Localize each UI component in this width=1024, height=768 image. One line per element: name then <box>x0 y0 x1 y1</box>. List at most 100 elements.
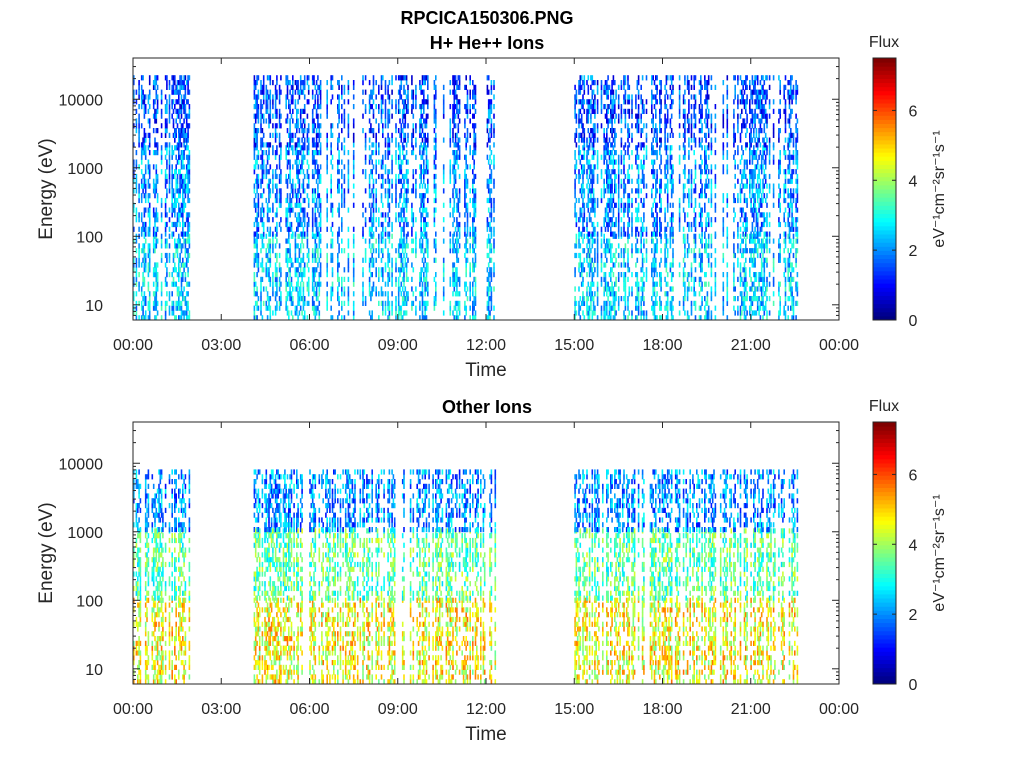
spectrogram-pixel <box>452 104 454 110</box>
spectrogram-pixel <box>143 178 146 184</box>
spectrogram-pixel <box>352 94 355 100</box>
spectrogram-pixel <box>152 104 155 110</box>
spectrogram-pixel <box>610 128 612 134</box>
spectrogram-pixel <box>294 248 297 254</box>
spectrogram-pixel <box>175 243 177 249</box>
spectrogram-pixel <box>624 123 627 129</box>
spectrogram-pixel <box>306 169 309 175</box>
spectrogram-pixel <box>343 173 346 180</box>
spectrogram-pixel <box>272 310 274 316</box>
spectrogram-pixel <box>289 202 291 208</box>
spectrogram-pixel <box>636 276 639 282</box>
spectrogram-pixel <box>620 84 623 90</box>
spectrogram-pixel <box>433 296 436 302</box>
spectrogram-pixel <box>318 243 321 249</box>
spectrogram-pixel <box>337 183 339 189</box>
spectrogram-pixel <box>166 257 168 263</box>
spectrogram-pixel <box>435 108 437 114</box>
spectrogram-pixel <box>188 173 191 180</box>
spectrogram-pixel <box>457 99 460 105</box>
spectrogram-pixel <box>187 188 189 194</box>
spectrogram-pixel <box>604 154 607 160</box>
spectrogram-pixel <box>302 154 305 160</box>
spectrogram-pixel <box>313 188 315 194</box>
spectrogram-pixel <box>415 188 417 194</box>
spectrogram-pixel <box>261 238 264 244</box>
spectrogram-pixel <box>391 310 393 316</box>
spectrogram-pixel <box>457 305 460 311</box>
spectrogram-pixel <box>424 286 426 292</box>
spectrogram-pixel <box>596 281 599 287</box>
spectrogram-pixel <box>624 89 627 95</box>
spectrogram-pixel <box>388 183 391 189</box>
spectrogram-pixel <box>456 300 458 306</box>
spectrogram-pixel <box>641 164 644 170</box>
spectrogram-pixel <box>274 137 277 143</box>
spectrogram-pixel <box>368 188 371 194</box>
spectrogram-pixel <box>272 202 274 208</box>
spectrogram-pixel <box>387 89 389 95</box>
spectrogram-pixel <box>449 248 452 254</box>
spectrogram-pixel <box>590 113 592 119</box>
spectrogram-pixel <box>405 94 408 100</box>
spectrogram-pixel <box>370 154 372 160</box>
spectrogram-pixel <box>403 123 405 129</box>
spectrogram-pixel <box>338 296 340 302</box>
spectrogram-pixel <box>472 202 474 208</box>
spectrogram-pixel <box>651 150 653 156</box>
spectrogram-pixel <box>372 243 375 249</box>
spectrogram-pixel <box>433 276 436 282</box>
spectrogram-pixel <box>454 94 457 100</box>
spectrogram-pixel <box>464 300 466 306</box>
spectrogram-pixel <box>184 231 187 237</box>
spectrogram-pixel <box>155 272 158 278</box>
spectrogram-pixel <box>178 207 180 213</box>
spectrogram-pixel <box>472 89 474 95</box>
spectrogram-pixel <box>487 286 490 292</box>
spectrogram-pixel <box>382 276 384 282</box>
spectrogram-pixel <box>311 94 314 100</box>
spectrogram-pixel <box>142 226 144 232</box>
spectrogram-pixel <box>362 272 364 278</box>
spectrogram-pixel <box>490 84 493 90</box>
spectrogram-pixel <box>372 207 375 213</box>
spectrogram-pixel <box>269 80 272 86</box>
spectrogram-pixel <box>302 89 305 95</box>
spectrogram-pixel <box>433 257 436 263</box>
spectrogram-pixel <box>489 99 491 105</box>
spectrogram-pixel <box>183 178 185 184</box>
spectrogram-pixel <box>640 276 642 282</box>
spectrogram-pixel <box>610 217 612 223</box>
spectrogram-pixel <box>403 291 405 297</box>
spectrogram-pixel <box>435 231 437 237</box>
spectrogram-pixel <box>182 128 184 134</box>
spectrogram-pixel <box>148 217 151 223</box>
spectrogram-pixel <box>285 305 287 311</box>
spectrogram-pixel <box>370 291 372 297</box>
spectrogram-pixel <box>425 221 428 228</box>
spectrogram-pixel <box>575 113 578 119</box>
spectrogram-pixel <box>183 197 185 204</box>
spectrogram-pixel <box>289 132 291 138</box>
spectrogram-pixel <box>473 188 475 194</box>
spectrogram-pixel <box>489 315 491 321</box>
spectrogram-pixel <box>143 231 146 237</box>
spectrogram-pixel <box>135 217 138 223</box>
spectrogram-pixel <box>594 257 596 263</box>
spectrogram-pixel <box>274 99 277 105</box>
spectrogram-pixel <box>592 202 595 208</box>
spectrogram-pixel <box>183 221 185 228</box>
spectrogram-pixel <box>290 226 293 232</box>
spectrogram-pixel <box>453 305 456 311</box>
spectrogram-pixel <box>253 89 256 95</box>
spectrogram-pixel <box>297 164 299 170</box>
spectrogram-pixel <box>352 233 355 239</box>
spectrogram-pixel <box>596 84 599 90</box>
spectrogram-pixel <box>604 305 607 311</box>
spectrogram-pixel <box>404 113 407 119</box>
spectrogram-pixel <box>338 243 340 249</box>
spectrogram-pixel <box>280 123 282 129</box>
spectrogram-pixel <box>362 291 364 297</box>
spectrogram-pixel <box>474 276 477 282</box>
spectrogram-pixel <box>403 154 405 160</box>
